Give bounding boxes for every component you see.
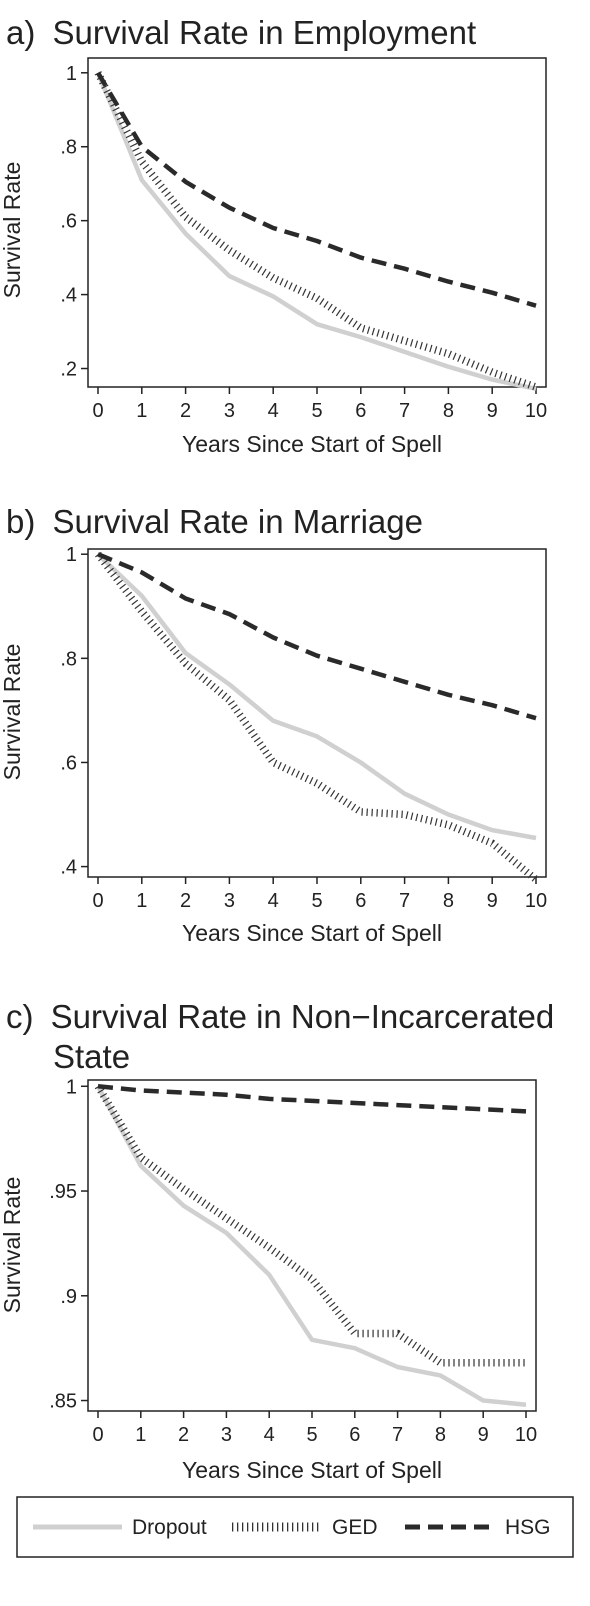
panel-a-ytick-label: .4 <box>60 285 77 307</box>
panel-a-ytick-label: .6 <box>60 211 77 233</box>
legend: Dropout GED HSG <box>16 1496 574 1558</box>
panel-b-letter: b) <box>6 503 35 540</box>
panel-c-series-ged <box>94 1084 526 1367</box>
panel-b-xtick-label: 1 <box>136 890 147 912</box>
panel-b-xtick-label: 6 <box>355 890 366 912</box>
panel-employment: a) Survival Rate in Employment Survival … <box>0 14 547 457</box>
panel-a-series-hsg <box>96 71 537 308</box>
panel-b-ytick-label: 1 <box>66 544 77 566</box>
panel-a-title-text: Survival Rate in Employment <box>53 14 477 51</box>
legend-box <box>16 1496 574 1558</box>
panel-b-xtick-label: 10 <box>525 890 547 912</box>
panel-b-plot-frame <box>87 548 547 878</box>
panel-c-series-hsg <box>97 1084 527 1114</box>
panel-c-letter: c) <box>6 998 34 1035</box>
legend-label-dropout: Dropout <box>132 1516 207 1539</box>
panel-a-xtick-label: 9 <box>487 400 498 422</box>
panel-a-plot-frame <box>87 57 547 388</box>
panel-c-ytick-label: .85 <box>49 1391 77 1413</box>
panel-c-ytick-label: .9 <box>60 1286 77 1308</box>
panel-a-xlabel: Years Since Start of Spell <box>182 431 442 457</box>
panel-b-series-ged <box>95 551 539 883</box>
panel-a-series-dropout <box>95 71 537 392</box>
panel-c-series-dropout <box>96 1085 527 1407</box>
panel-b-xlabel: Years Since Start of Spell <box>182 920 442 946</box>
panel-c-xtick-label: 4 <box>264 1424 275 1446</box>
panel-c-xtick-label: 7 <box>392 1424 403 1446</box>
panel-c-ytick-label: 1 <box>66 1076 77 1098</box>
panel-c-xtick-label: 10 <box>515 1424 537 1446</box>
panel-c-title-line1: Survival Rate in Non−Incarcerated <box>51 998 555 1035</box>
panel-b-ylabel: Survival Rate <box>0 644 25 781</box>
panel-b-xtick-label: 8 <box>443 890 454 912</box>
panel-a-xtick-label: 3 <box>224 400 235 422</box>
panel-c-title: c) Survival Rate in Non−Incarcerated <box>6 998 554 1035</box>
panel-a-xtick-label: 2 <box>180 400 191 422</box>
panel-b-ytick-label: .8 <box>60 648 77 670</box>
panel-c-xtick-label: 9 <box>478 1424 489 1446</box>
panel-c-xlabel: Years Since Start of Spell <box>182 1457 442 1483</box>
panel-non-incarcerated: c) Survival Rate in Non−Incarcerated Sta… <box>0 998 554 1483</box>
panel-c-ytick-label: .95 <box>49 1181 77 1203</box>
legend-label-ged: GED <box>332 1516 378 1539</box>
panel-a-letter: a) <box>6 14 35 51</box>
panel-b-xtick-label: 3 <box>224 890 235 912</box>
panel-a-ytick-label: 1 <box>66 63 77 85</box>
panel-b-title: b) Survival Rate in Marriage <box>6 503 423 540</box>
panel-a-ytick-label: .8 <box>60 137 77 159</box>
panel-b-xtick-label: 0 <box>92 890 103 912</box>
panel-a-series-ged <box>94 71 538 391</box>
panel-b-title-text: Survival Rate in Marriage <box>53 503 423 540</box>
panel-c-xtick-label: 3 <box>221 1424 232 1446</box>
panel-a-xtick-label: 8 <box>443 400 454 422</box>
panel-b-xtick-label: 7 <box>399 890 410 912</box>
panel-b-series-hsg <box>97 552 537 721</box>
panel-c-xtick-label: 8 <box>435 1424 446 1446</box>
panel-c-xtick-label: 0 <box>92 1424 103 1446</box>
panel-a-ylabel: Survival Rate <box>0 162 25 299</box>
panel-c-ylabel: Survival Rate <box>0 1177 25 1314</box>
panel-c-xtick-label: 2 <box>178 1424 189 1446</box>
panel-a-ytick-label: .2 <box>60 359 77 381</box>
panel-b-xtick-label: 5 <box>311 890 322 912</box>
panel-a-xtick-label: 6 <box>355 400 366 422</box>
panel-a-xtick-label: 4 <box>268 400 279 422</box>
panel-b-xtick-label: 9 <box>487 890 498 912</box>
panel-marriage: b) Survival Rate in Marriage Survival Ra… <box>0 503 547 946</box>
panel-b-ytick-label: .6 <box>60 752 77 774</box>
panel-a-xtick-label: 10 <box>525 400 547 422</box>
panel-c-xtick-label: 5 <box>306 1424 317 1446</box>
panel-b-xtick-label: 4 <box>268 890 279 912</box>
panel-a-xtick-label: 1 <box>136 400 147 422</box>
panel-a-xtick-label: 0 <box>92 400 103 422</box>
panel-b-series-dropout <box>96 552 537 841</box>
panel-c-title-line2: State <box>53 1038 130 1075</box>
panel-b-xtick-label: 2 <box>180 890 191 912</box>
panel-a-title: a) Survival Rate in Employment <box>6 14 476 51</box>
panel-b-ytick-label: .4 <box>60 857 77 879</box>
panel-a-xtick-label: 5 <box>311 400 322 422</box>
panel-c-xtick-label: 6 <box>349 1424 360 1446</box>
panel-c-xtick-label: 1 <box>135 1424 146 1446</box>
legend-label-hsg: HSG <box>505 1516 551 1539</box>
panel-a-xtick-label: 7 <box>399 400 410 422</box>
